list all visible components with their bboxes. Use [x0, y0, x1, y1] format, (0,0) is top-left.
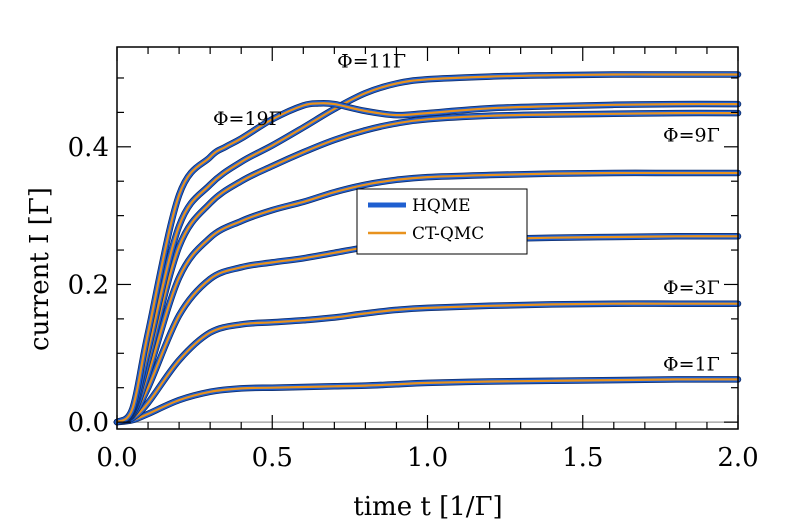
ctqmc-line	[115, 111, 740, 424]
series	[113, 376, 742, 426]
y-tick-label: 0.0	[68, 408, 109, 438]
series-layer	[113, 71, 742, 426]
series	[113, 109, 742, 426]
ctqmc-line	[115, 73, 740, 424]
ctqmc-line	[115, 302, 740, 424]
curve-annotations: Φ=19Γ Φ=11Γ Φ=9Γ Φ=3Γ Φ=1Γ	[213, 51, 720, 376]
y-tick-label: 0.4	[68, 133, 109, 163]
x-tick-label: 2.0	[717, 443, 758, 473]
curve-annotation: Φ=19Γ	[213, 108, 282, 130]
series	[113, 233, 742, 426]
series	[113, 99, 742, 426]
series	[113, 300, 742, 426]
x-tick-label: 0.5	[252, 443, 293, 473]
ctqmc-line	[115, 378, 740, 424]
curve-annotation: Φ=11Γ	[337, 51, 406, 73]
legend: HQME CT-QMC	[356, 188, 528, 255]
curve-annotation: Φ=1Γ	[663, 353, 720, 375]
y-tick-label: 0.2	[68, 270, 109, 300]
x-tick-label: 1.5	[562, 443, 603, 473]
series	[113, 71, 742, 426]
legend-label-hqme: HQME	[412, 196, 471, 216]
x-axis-label: time t [1/Γ]	[353, 492, 502, 522]
x-tick-label: 0.0	[96, 443, 137, 473]
legend-box	[356, 188, 528, 255]
ctqmc-line	[115, 171, 740, 424]
series	[113, 169, 742, 426]
ctqmc-line	[115, 235, 740, 424]
curve-annotation: Φ=3Γ	[663, 277, 720, 299]
x-tick-label: 1.0	[407, 443, 448, 473]
curve-annotation: Φ=9Γ	[663, 124, 720, 146]
y-axis-label: current I [Γ]	[25, 187, 55, 351]
ctqmc-line	[115, 102, 740, 424]
axis-ticks: 0.0 0.5 1.0 1.5 2.0 0.0 0.2 0.4	[68, 47, 759, 473]
legend-label-ctqmc: CT-QMC	[412, 224, 484, 244]
